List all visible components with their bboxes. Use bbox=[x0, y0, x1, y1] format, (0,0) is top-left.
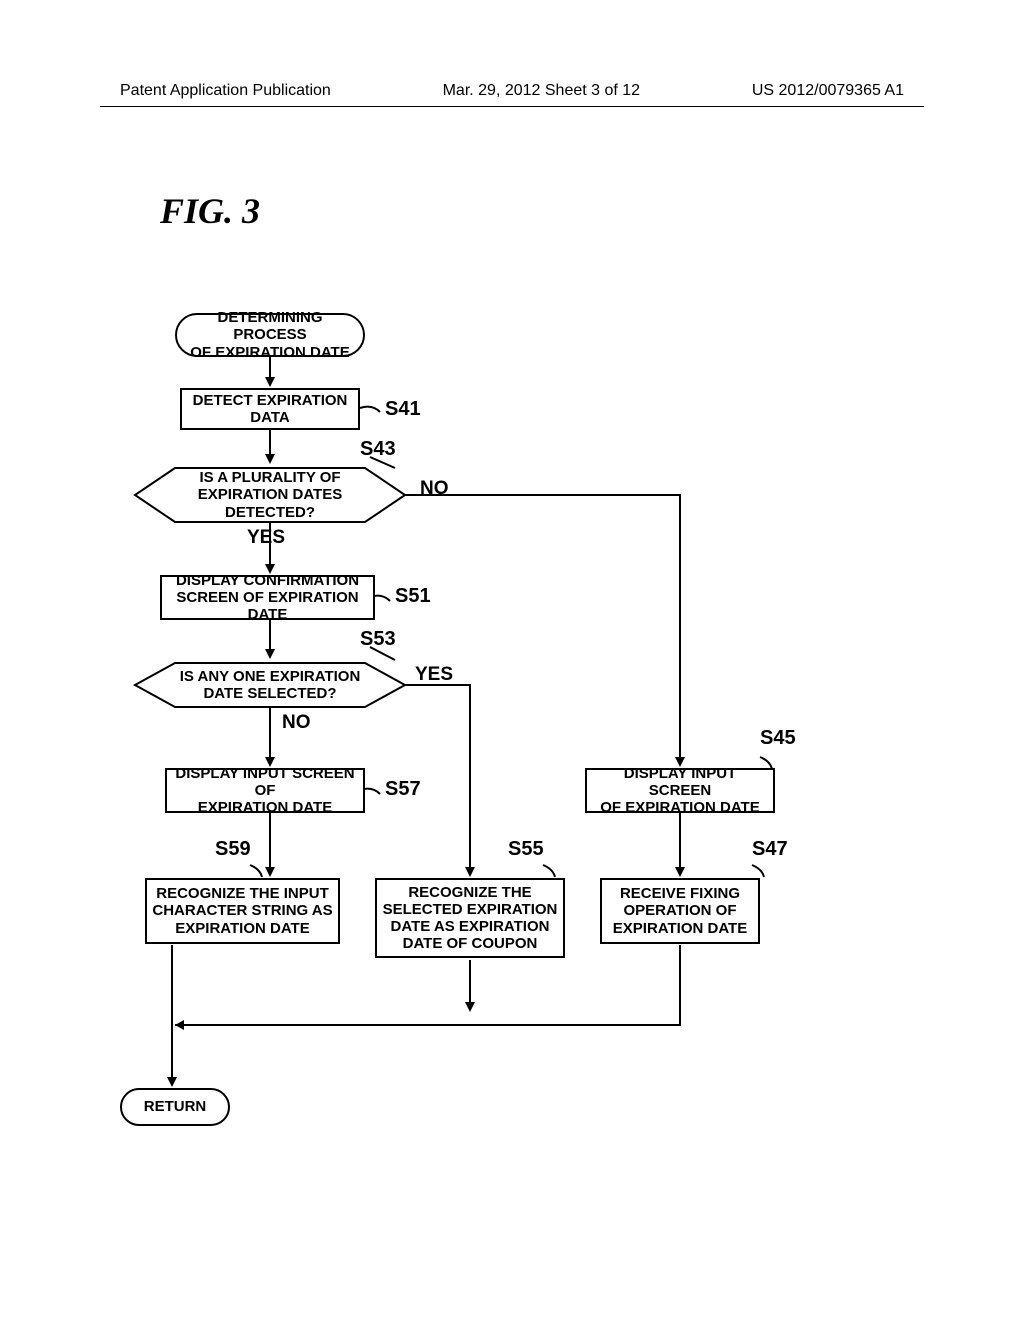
page-header: Patent Application Publication Mar. 29, … bbox=[0, 82, 1024, 107]
node-s51-text: DISPLAY CONFIRMATIONSCREEN OF EXPIRATION… bbox=[162, 572, 373, 624]
node-return: RETURN bbox=[120, 1088, 230, 1126]
label-s55: S55 bbox=[508, 838, 544, 861]
node-s55: RECOGNIZE THESELECTED EXPIRATIONDATE AS … bbox=[375, 878, 565, 958]
label-s53: S53 bbox=[360, 628, 396, 651]
header-left: Patent Application Publication bbox=[120, 82, 331, 100]
node-s45: DISPLAY INPUT SCREENOF EXPIRATION DATE bbox=[585, 768, 775, 813]
page: Patent Application Publication Mar. 29, … bbox=[0, 0, 1024, 1320]
figure-label: FIG. 3 bbox=[160, 190, 260, 232]
label-s57: S57 bbox=[385, 778, 421, 801]
header-rule bbox=[100, 106, 924, 107]
header-mid: Mar. 29, 2012 Sheet 3 of 12 bbox=[443, 82, 640, 100]
node-start-text: DETERMINING PROCESSOF EXPIRATION DATE bbox=[177, 309, 363, 361]
node-s47-text: RECEIVE FIXINGOPERATION OFEXPIRATION DAT… bbox=[609, 885, 751, 937]
label-s45: S45 bbox=[760, 727, 796, 750]
node-s55-text: RECOGNIZE THESELECTED EXPIRATIONDATE AS … bbox=[379, 884, 562, 953]
node-return-text: RETURN bbox=[140, 1098, 211, 1115]
node-s43-text: IS A PLURALITY OFEXPIRATION DATESDETECTE… bbox=[194, 469, 346, 521]
node-s51: DISPLAY CONFIRMATIONSCREEN OF EXPIRATION… bbox=[160, 575, 375, 620]
branch-s43-no: NO bbox=[420, 478, 449, 500]
label-s59: S59 bbox=[215, 838, 251, 861]
label-s41: S41 bbox=[385, 398, 421, 421]
node-s41-text: DETECT EXPIRATIONDATA bbox=[189, 392, 352, 427]
branch-s53-yes: YES bbox=[415, 664, 453, 686]
node-s57-text: DISPLAY INPUT SCREEN OFEXPIRATION DATE bbox=[167, 765, 363, 817]
branch-s43-yes: YES bbox=[247, 527, 285, 549]
node-s47: RECEIVE FIXINGOPERATION OFEXPIRATION DAT… bbox=[600, 878, 760, 944]
node-start: DETERMINING PROCESSOF EXPIRATION DATE bbox=[175, 313, 365, 357]
node-s41: DETECT EXPIRATIONDATA bbox=[180, 388, 360, 430]
label-s51: S51 bbox=[395, 585, 431, 608]
label-s47: S47 bbox=[752, 838, 788, 861]
node-s59-text: RECOGNIZE THE INPUTCHARACTER STRING ASEX… bbox=[148, 885, 336, 937]
label-s43: S43 bbox=[360, 438, 396, 461]
node-s43: IS A PLURALITY OFEXPIRATION DATESDETECTE… bbox=[175, 468, 365, 522]
node-s57: DISPLAY INPUT SCREEN OFEXPIRATION DATE bbox=[165, 768, 365, 813]
node-s59: RECOGNIZE THE INPUTCHARACTER STRING ASEX… bbox=[145, 878, 340, 944]
node-s53: IS ANY ONE EXPIRATIONDATE SELECTED? bbox=[175, 663, 365, 707]
node-s53-text: IS ANY ONE EXPIRATIONDATE SELECTED? bbox=[176, 668, 365, 703]
header-right: US 2012/0079365 A1 bbox=[752, 82, 904, 100]
node-s45-text: DISPLAY INPUT SCREENOF EXPIRATION DATE bbox=[587, 765, 773, 817]
branch-s53-no: NO bbox=[282, 712, 311, 734]
